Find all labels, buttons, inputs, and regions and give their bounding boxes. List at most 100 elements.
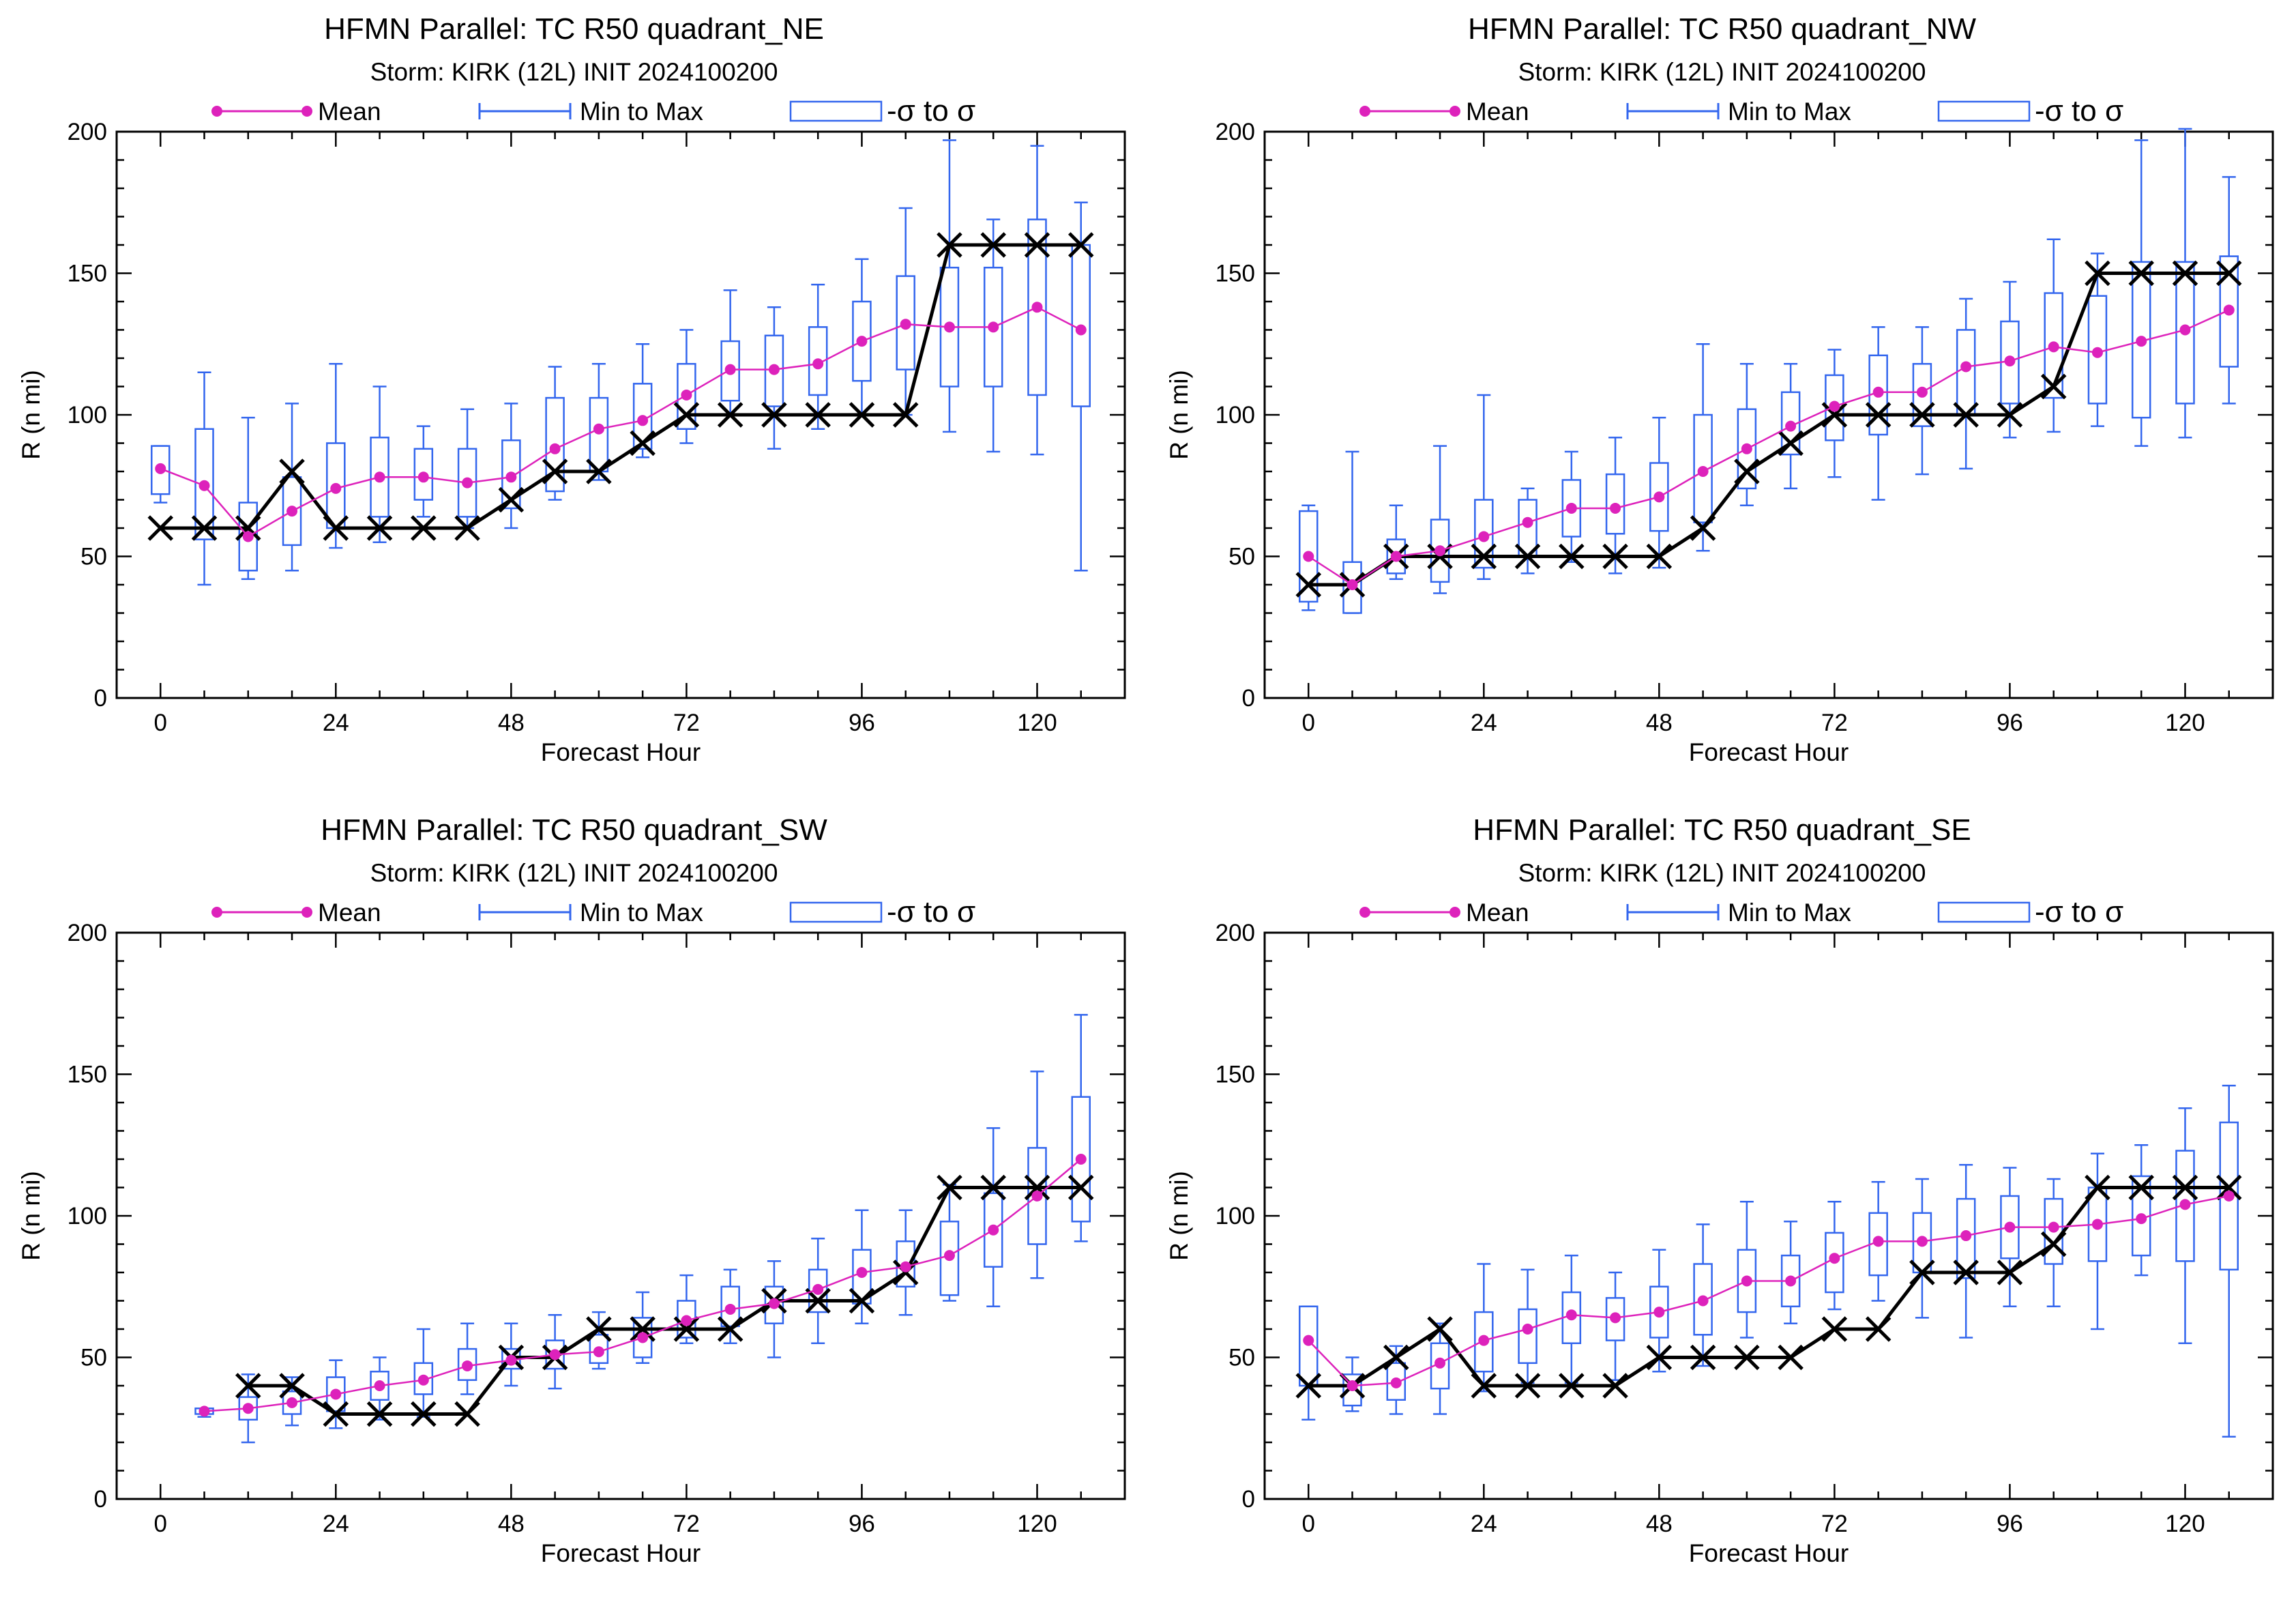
mean-point <box>417 471 429 483</box>
official-x-marker <box>411 1401 437 1427</box>
x-tick-label: 72 <box>673 710 700 736</box>
legend-sigma-box <box>789 901 883 923</box>
x-tick-label: 72 <box>1821 1511 1848 1537</box>
y-tick-label: 0 <box>1242 685 1255 712</box>
sigma-box <box>1561 1291 1582 1344</box>
sigma-box <box>589 396 609 473</box>
sigma-box <box>1956 329 1976 416</box>
mean-point <box>1785 420 1797 432</box>
mean-point <box>1741 443 1752 454</box>
chart-panel-nw: HFMN Parallel: TC R50 quadrant_NW Storm:… <box>1148 0 2296 801</box>
x-tick-label: 48 <box>498 710 525 736</box>
mean-point <box>1522 1324 1533 1335</box>
mean-point <box>593 423 604 435</box>
mean-point <box>1346 579 1358 590</box>
mean-point <box>812 1283 824 1295</box>
mean-point <box>1565 502 1577 514</box>
official-x-marker <box>805 402 831 428</box>
x-tick-label: 120 <box>1017 1511 1057 1537</box>
x-tick-label: 24 <box>1471 710 1497 736</box>
mean-point <box>1829 400 1840 412</box>
x-tick-label: 120 <box>1017 710 1057 736</box>
mean-point <box>2004 1221 2016 1233</box>
legend-mean-marker <box>211 106 222 117</box>
official-x-marker <box>717 402 744 428</box>
legend-sigma-label: -σ to σ <box>2035 94 2123 128</box>
official-x-marker <box>1514 543 1541 570</box>
mean-point <box>2136 1213 2147 1225</box>
official-x-marker <box>1997 402 2023 428</box>
mean-point <box>2179 324 2191 336</box>
x-tick-label: 48 <box>1646 1511 1673 1537</box>
mean-point <box>637 1332 649 1343</box>
y-tick-label: 100 <box>68 1203 107 1229</box>
official-x-marker <box>235 1373 261 1399</box>
official-x-marker <box>2128 1174 2154 1201</box>
mean-point <box>1785 1275 1797 1287</box>
x-tick-label: 0 <box>154 710 167 736</box>
official-x-marker <box>980 232 1006 258</box>
legend-range-label: Min to Max <box>580 98 703 126</box>
mean-point <box>549 443 561 454</box>
mean-point <box>549 1349 561 1360</box>
official-x-marker <box>2216 1174 2242 1201</box>
mean-point <box>1697 466 1709 477</box>
legend-mean-marker <box>1449 106 1460 117</box>
official-x-marker <box>2040 1231 2067 1257</box>
official-x-marker <box>1734 458 1760 484</box>
official-x-marker <box>323 1401 349 1427</box>
x-tick-label: 120 <box>2165 1511 2205 1537</box>
y-tick-label: 150 <box>1216 1062 1255 1088</box>
x-tick-label: 96 <box>849 710 875 736</box>
mean-point <box>988 1224 999 1236</box>
mean-point <box>330 482 342 494</box>
x-axis-title: Forecast Hour <box>1689 738 1849 766</box>
official-x-marker <box>805 1287 831 1314</box>
official-x-marker <box>673 1316 700 1342</box>
official-x-marker <box>1295 572 1322 598</box>
y-tick-label: 200 <box>68 920 107 946</box>
mean-point <box>505 1354 517 1366</box>
official-x-marker <box>673 402 700 428</box>
mean-point <box>1653 491 1665 503</box>
mean-point <box>286 506 298 517</box>
legend-sigma-label: -σ to σ <box>2035 895 2123 929</box>
chart-title: HFMN Parallel: TC R50 quadrant_NE <box>324 12 824 46</box>
mean-point <box>242 1403 254 1414</box>
x-axis-title: Forecast Hour <box>541 1539 701 1567</box>
legend-mean-label: Mean <box>1466 98 1529 126</box>
official-x-marker <box>1690 515 1716 541</box>
mean-point <box>462 1360 473 1371</box>
legend-range-label: Min to Max <box>1728 899 1851 927</box>
mean-point <box>1303 551 1314 562</box>
legend-mean-label: Mean <box>318 899 381 927</box>
official-x-marker <box>761 402 787 428</box>
mean-point <box>1916 386 1928 398</box>
mean-point <box>2048 341 2059 353</box>
official-x-marker <box>1068 232 1094 258</box>
mean-point <box>198 1406 210 1417</box>
mean-point <box>330 1388 342 1400</box>
official-x-marker <box>1778 430 1804 456</box>
x-tick-label: 24 <box>323 1511 349 1537</box>
mean-point <box>1031 302 1043 313</box>
official-x-marker <box>2128 260 2154 287</box>
official-x-marker <box>1471 1373 1497 1399</box>
x-tick-label: 120 <box>2165 710 2205 736</box>
mean-point <box>1390 551 1402 562</box>
official-x-marker <box>498 486 525 513</box>
y-tick-label: 150 <box>1216 261 1255 287</box>
legend-mean-marker <box>301 106 312 117</box>
y-tick-label: 0 <box>94 685 107 712</box>
official-x-marker <box>235 515 261 541</box>
mean-point <box>417 1374 429 1386</box>
mean-point <box>1872 1236 1884 1247</box>
official-x-marker <box>542 458 568 484</box>
mean-point <box>2004 355 2016 367</box>
plot-frame <box>115 931 1126 1500</box>
mean-point <box>198 480 210 491</box>
chart-panel-ne: HFMN Parallel: TC R50 quadrant_NE Storm:… <box>0 0 1148 801</box>
legend-sigma-box <box>789 100 883 122</box>
chart-svg: Mean Min to Max -σ to σ 0 50 100 150 200 0 24 48 72… <box>1165 94 2274 766</box>
mean-point <box>724 1303 736 1315</box>
